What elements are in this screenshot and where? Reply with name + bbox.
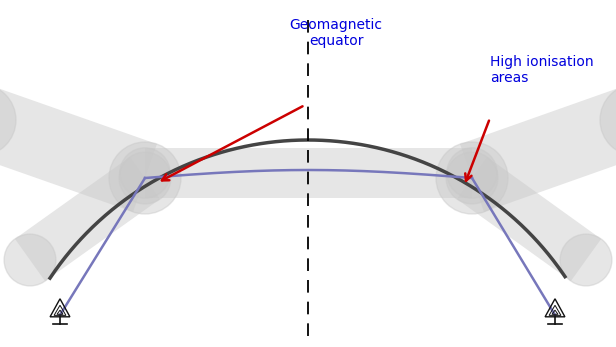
Circle shape — [447, 148, 497, 198]
Polygon shape — [457, 157, 601, 281]
Circle shape — [436, 142, 508, 214]
Polygon shape — [460, 86, 616, 212]
Text: Geomagnetic
equator: Geomagnetic equator — [290, 18, 383, 48]
Circle shape — [119, 152, 171, 204]
Text: High ionisation
areas: High ionisation areas — [490, 55, 594, 85]
Circle shape — [120, 148, 170, 198]
Polygon shape — [0, 86, 157, 212]
Circle shape — [446, 152, 498, 204]
Circle shape — [560, 234, 612, 286]
Circle shape — [0, 84, 16, 156]
Polygon shape — [145, 148, 472, 198]
Circle shape — [109, 142, 181, 214]
Circle shape — [4, 234, 56, 286]
Circle shape — [600, 84, 616, 156]
Polygon shape — [15, 157, 160, 281]
